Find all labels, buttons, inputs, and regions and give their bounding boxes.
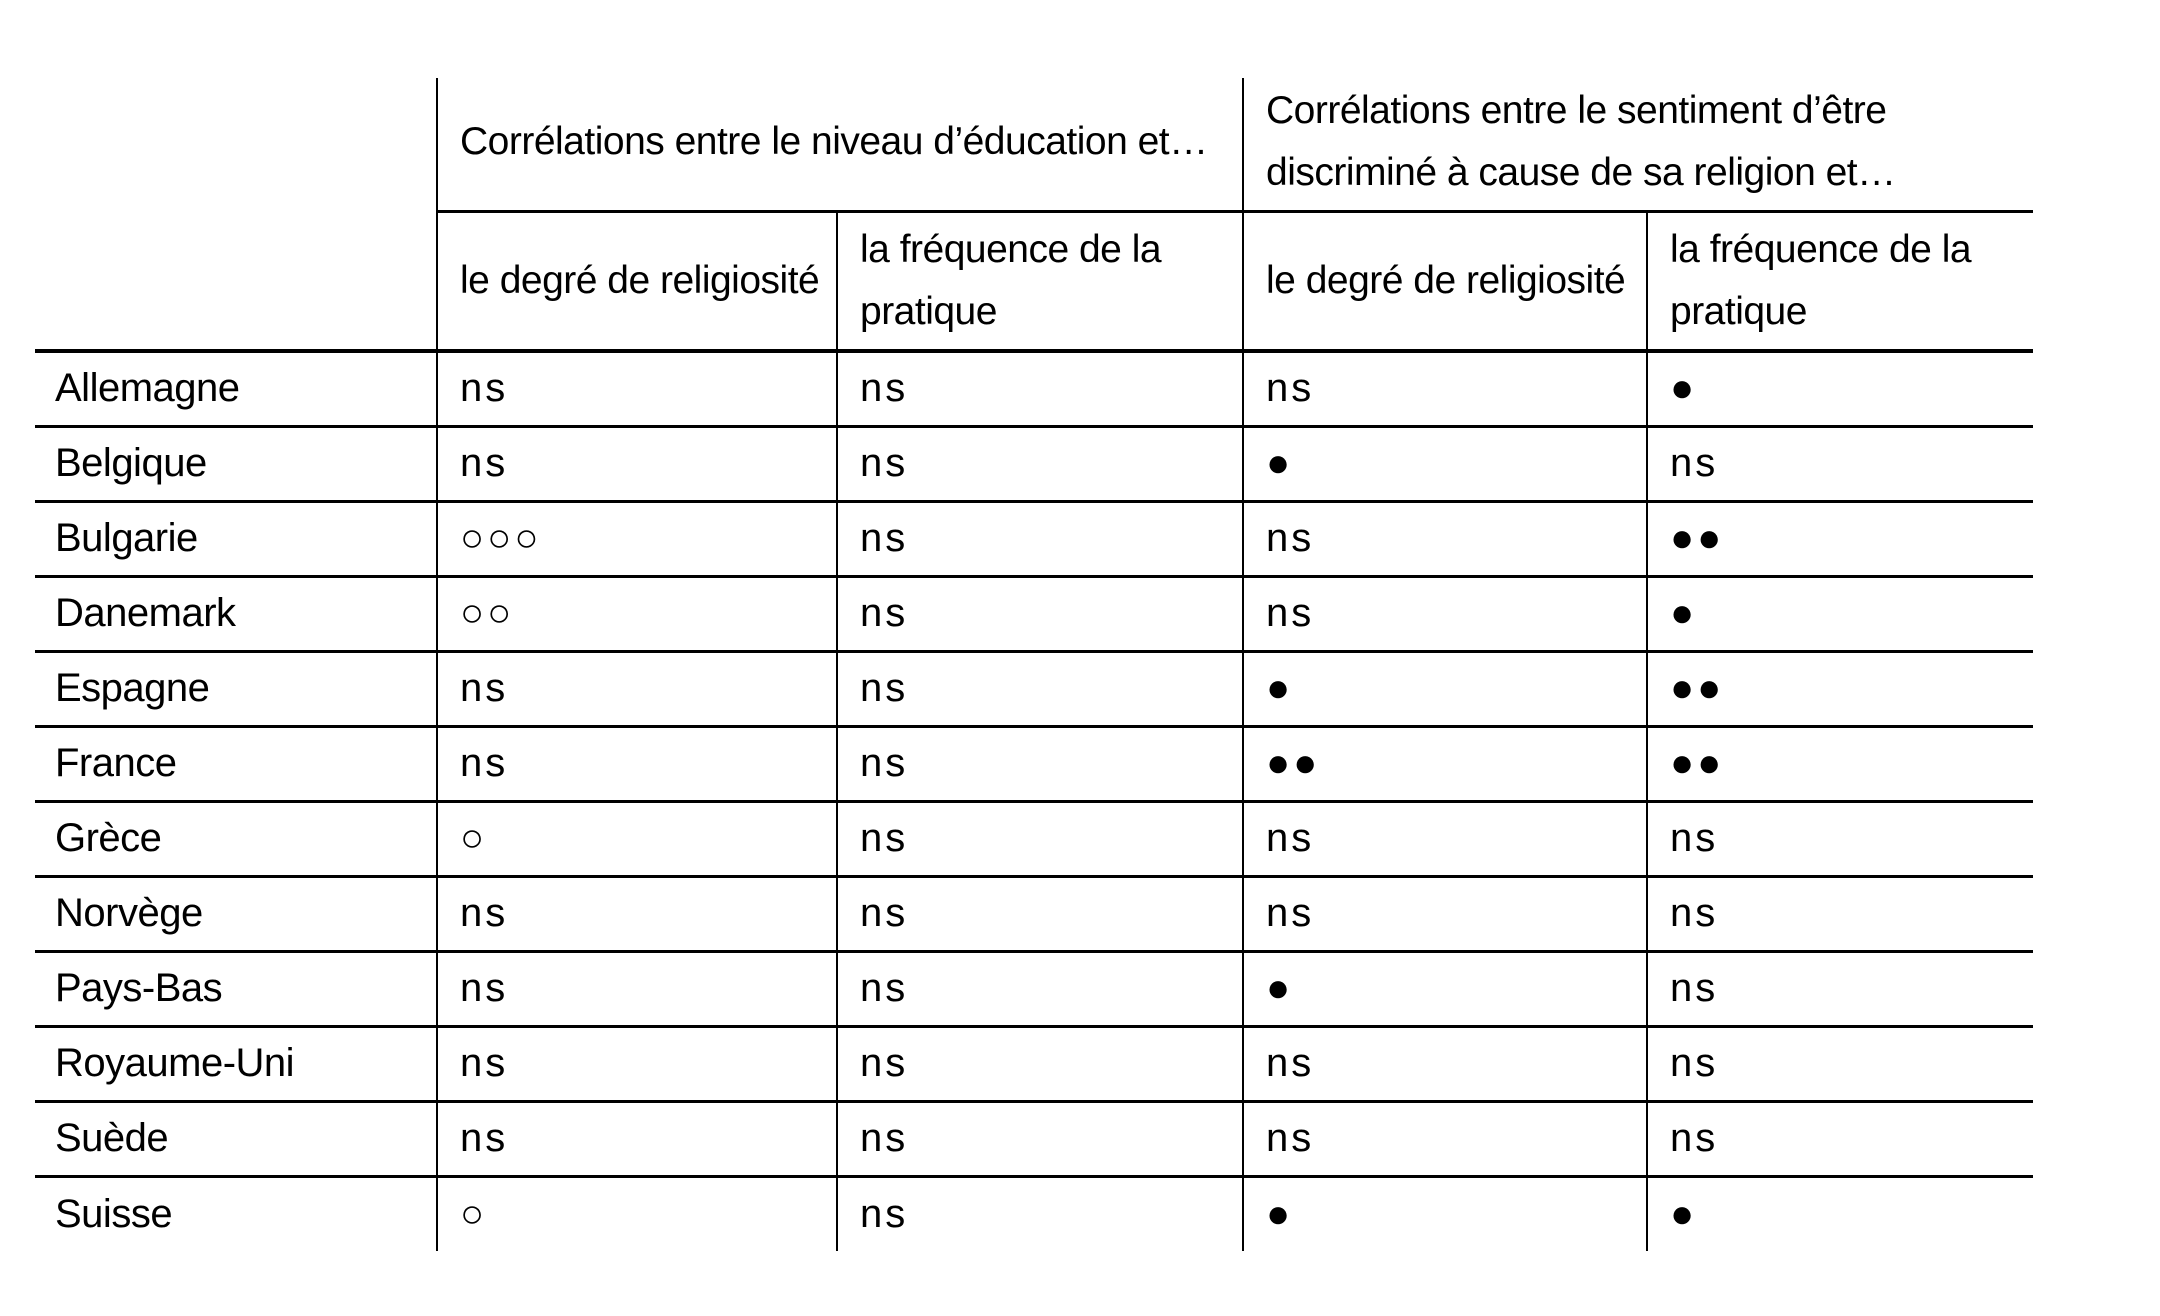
country-cell: Danemark xyxy=(35,576,437,653)
correlation-cell: ns xyxy=(836,951,1243,1028)
table-row-grece: Grèce ○ ns ns ns xyxy=(35,801,2033,878)
correlation-cell: ns xyxy=(836,501,1243,578)
correlation-cell: ○○○ xyxy=(436,501,837,578)
group-header-education: Corrélations entre le niveau d’éducation… xyxy=(436,78,1243,213)
correlation-cell: ns xyxy=(1646,876,2033,953)
table-row-norvege: Norvège ns ns ns ns xyxy=(35,876,2033,953)
country-cell: Suisse xyxy=(55,1191,173,1236)
correlation-cell: ○ xyxy=(436,1176,837,1251)
correlation-cell: ns xyxy=(436,951,837,1028)
correlation-cell: ns xyxy=(1646,801,2033,878)
table-row-allemagne: Allemagne ns ns ns ● xyxy=(35,351,2033,428)
table-row-belgique: Belgique ns ns ● ns xyxy=(35,426,2033,503)
correlation-cell: ns xyxy=(1242,1101,1647,1178)
table-row-suede: Suède ns ns ns ns xyxy=(35,1101,2033,1178)
correlation-cell: ● xyxy=(1242,1176,1647,1251)
correlation-cell: ns xyxy=(1242,801,1647,878)
sub-header-education-practice: la fréquence de la pratique xyxy=(836,211,1243,353)
country-cell: Norvège xyxy=(35,876,437,953)
correlation-cell: ● xyxy=(1242,951,1647,1028)
correlation-cell: ns xyxy=(436,1026,837,1103)
correlation-cell: ● xyxy=(1242,651,1647,728)
country-cell: Allemagne xyxy=(35,351,437,428)
correlation-cell: ns xyxy=(436,1101,837,1178)
correlation-cell: ns xyxy=(1242,876,1647,953)
correlation-cell: ns xyxy=(436,426,837,503)
correlation-cell: ns xyxy=(436,876,837,953)
country-cell: Grèce xyxy=(35,801,437,878)
correlation-cell: ns xyxy=(1242,1026,1647,1103)
correlation-cell: ns xyxy=(836,726,1243,803)
correlation-cell: ● xyxy=(1646,576,2033,653)
correlation-cell: ns xyxy=(836,1176,1243,1251)
correlation-cell: ns xyxy=(1646,1101,2033,1178)
correlation-cell: ● xyxy=(1646,1176,2033,1251)
correlation-cell: ns xyxy=(436,726,837,803)
table-row-danemark: Danemark ○○ ns ns ● xyxy=(35,576,2033,653)
country-cell: Suède xyxy=(35,1101,437,1178)
correlation-cell: ns xyxy=(1242,576,1647,653)
correlation-cell: ●● xyxy=(1242,726,1647,803)
correlation-cell: ●● xyxy=(1646,501,2033,578)
correlation-cell: ns xyxy=(1242,351,1647,428)
table-row-france: France ns ns ●● ●● xyxy=(35,726,2033,803)
country-cell: Bulgarie xyxy=(35,501,437,578)
correlation-cell: ○ xyxy=(436,801,837,878)
sub-header-discrimination-practice: la fréquence de la pratique xyxy=(1646,211,2033,353)
correlation-cell: ns xyxy=(836,1026,1243,1103)
group-header-row: Corrélations entre le niveau d’éducation… xyxy=(35,78,2033,353)
sub-header-row: le degré de religiosité la fréquence de … xyxy=(35,211,2033,353)
correlation-cell: ns xyxy=(1646,1026,2033,1103)
correlation-cell: ●● xyxy=(1646,651,2033,728)
table-row-suisse: Suisse ○ ns ● ● xyxy=(35,1176,2033,1251)
correlation-cell: ns xyxy=(836,651,1243,728)
correlation-cell: ns xyxy=(1242,501,1647,578)
correlation-cell: ns xyxy=(436,651,837,728)
country-cell: Belgique xyxy=(35,426,437,503)
country-cell: France xyxy=(35,726,437,803)
correlation-cell: ●● xyxy=(1646,726,2033,803)
country-cell: Espagne xyxy=(35,651,437,728)
correlation-cell: ● xyxy=(1646,351,2033,428)
correlation-cell: ○○ xyxy=(436,576,837,653)
correlation-cell: ns xyxy=(436,351,837,428)
table-row-royaume-uni: Royaume-Uni ns ns ns ns xyxy=(35,1026,2033,1103)
correlation-cell: ns xyxy=(836,351,1243,428)
corner-cell xyxy=(35,78,437,353)
sub-header-education-religiosity: le degré de religiosité xyxy=(436,211,837,353)
correlation-cell: ● xyxy=(1242,426,1647,503)
sub-header-discrimination-religiosity: le degré de religiosité xyxy=(1242,211,1647,353)
correlation-cell: ns xyxy=(836,876,1243,953)
correlation-cell: ns xyxy=(1646,951,2033,1028)
correlation-cell: ns xyxy=(836,426,1243,503)
table-row-espagne: Espagne ns ns ● ●● xyxy=(35,651,2033,728)
group-header-discrimination: Corrélations entre le sentiment d’être d… xyxy=(1242,78,2033,213)
country-cell: Pays-Bas xyxy=(35,951,437,1028)
country-cell: Royaume-Uni xyxy=(35,1026,437,1103)
correlation-cell: ns xyxy=(836,1101,1243,1178)
correlation-cell: ns xyxy=(836,576,1243,653)
correlation-cell: ns xyxy=(836,801,1243,878)
table-row-bulgarie: Bulgarie ○○○ ns ns ●● xyxy=(35,501,2033,578)
correlation-table: Corrélations entre le niveau d’éducation… xyxy=(35,78,2033,1251)
table-row-pays-bas: Pays-Bas ns ns ● ns xyxy=(35,951,2033,1028)
correlation-cell: ns xyxy=(1646,426,2033,503)
